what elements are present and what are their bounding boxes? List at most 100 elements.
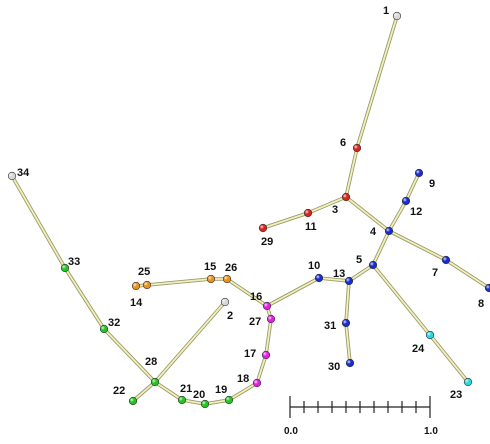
node-highlight: [485, 284, 490, 292]
node-30: [345, 358, 355, 368]
node-highlight: [129, 397, 137, 405]
node-label-11: 11: [305, 221, 317, 233]
node-highlight: [143, 281, 151, 289]
node-label-31: 31: [324, 320, 336, 332]
scale-max-label: 1.0: [424, 426, 438, 437]
scale-bar: 0.0 1.0: [284, 396, 438, 437]
node-label-7: 7: [432, 267, 438, 279]
edge-28-2: [154, 301, 226, 383]
node-29: [258, 223, 268, 233]
node-label-5: 5: [356, 254, 362, 266]
node-13: [344, 276, 354, 286]
node-highlight: [259, 224, 267, 232]
node-label-28: 28: [145, 356, 157, 368]
edge-21-28: [154, 381, 183, 401]
node-23: [463, 377, 473, 387]
edge-17-18: [256, 354, 267, 384]
node-26: [222, 274, 232, 284]
node-highlight: [263, 302, 271, 310]
edge-5-24: [372, 264, 431, 336]
node-31: [341, 318, 351, 328]
node-8: [484, 283, 490, 293]
node-11: [303, 208, 313, 218]
node-1: [392, 11, 402, 21]
node-label-4: 4: [370, 226, 377, 238]
edge-4-7: [388, 230, 447, 261]
node-label-25: 25: [138, 266, 150, 278]
node-label-21: 21: [180, 383, 192, 395]
node-label-12: 12: [410, 206, 422, 218]
node-19: [224, 395, 234, 405]
node-label-32: 32: [108, 317, 120, 329]
node-25: [142, 280, 152, 290]
node-32: [99, 324, 109, 334]
node-label-9: 9: [429, 178, 435, 190]
edge-4-5: [372, 230, 390, 266]
node-label-22: 22: [113, 385, 125, 397]
node-label-13: 13: [333, 268, 345, 280]
edge-1-6: [356, 15, 398, 149]
node-highlight: [342, 319, 350, 327]
node-highlight: [353, 144, 361, 152]
node-3: [341, 192, 351, 202]
node-10: [314, 273, 324, 283]
node-18: [252, 378, 262, 388]
edges-layer: [10, 14, 490, 406]
node-highlight: [225, 396, 233, 404]
node-label-33: 33: [68, 256, 80, 268]
edge-12-9: [405, 172, 420, 202]
node-highlight: [402, 197, 410, 205]
node-label-23: 23: [450, 389, 462, 401]
edge-18-19: [228, 382, 258, 401]
node-highlight: [8, 172, 16, 180]
node-highlight: [178, 396, 186, 404]
node-label-30: 30: [328, 361, 340, 373]
node-7: [441, 255, 451, 265]
node-label-34: 34: [17, 167, 30, 179]
node-highlight: [221, 298, 229, 306]
node-label-20: 20: [193, 389, 205, 401]
node-24: [425, 330, 435, 340]
scale-min-label: 0.0: [284, 426, 298, 437]
edge-27-17: [265, 318, 272, 356]
node-14: [131, 281, 141, 291]
node-highlight: [201, 400, 209, 408]
node-highlight: [267, 315, 275, 323]
edge-10-16: [266, 277, 320, 307]
edge-4-12: [388, 200, 407, 232]
node-highlight: [442, 256, 450, 264]
edge-28-32: [103, 328, 156, 383]
node-33: [60, 263, 70, 273]
edge-13-10: [318, 277, 350, 282]
nodes-layer: [7, 11, 490, 409]
node-label-19: 19: [215, 384, 227, 396]
edge-31-30: [345, 322, 351, 364]
node-highlight: [345, 277, 353, 285]
node-label-14: 14: [130, 297, 143, 309]
node-20: [200, 399, 210, 409]
node-16: [262, 301, 272, 311]
node-12: [401, 196, 411, 206]
node-21: [177, 395, 187, 405]
node-label-18: 18: [237, 373, 249, 385]
node-label-27: 27: [249, 316, 261, 328]
edge-11-29: [262, 212, 309, 229]
node-label-6: 6: [340, 137, 346, 149]
edge-6-3: [345, 147, 358, 198]
node-highlight: [426, 331, 434, 339]
edge-24-23: [429, 334, 469, 383]
node-4: [384, 226, 394, 236]
node-highlight: [100, 325, 108, 333]
node-34: [7, 171, 17, 181]
node-label-1: 1: [383, 5, 389, 17]
node-label-29: 29: [261, 236, 273, 248]
node-highlight: [132, 282, 140, 290]
node-label-17: 17: [244, 348, 256, 360]
labels-layer: 1631129412978513103130242316271718261525…: [17, 5, 484, 401]
node-label-15: 15: [204, 261, 216, 273]
node-highlight: [369, 261, 377, 269]
node-highlight: [464, 378, 472, 386]
edge-7-8: [445, 259, 490, 289]
node-highlight: [262, 351, 270, 359]
